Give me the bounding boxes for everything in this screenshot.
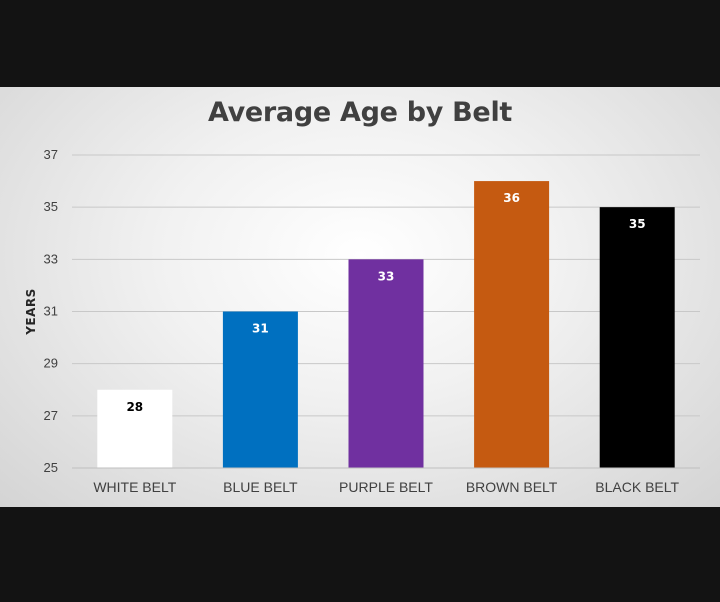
y-tick-label: 27 [44, 408, 58, 423]
bar-blue-belt [222, 311, 298, 468]
data-label: 36 [503, 191, 520, 205]
data-labels: 28 31 33 36 35 [126, 191, 645, 414]
x-category-label: PURPLE BELT [339, 479, 433, 495]
x-category-label: WHITE BELT [93, 479, 176, 495]
data-label: 28 [126, 400, 143, 414]
data-label: 33 [378, 269, 395, 283]
data-label: 35 [629, 217, 646, 231]
bar-brown-belt [474, 181, 550, 469]
x-category-label: BLACK BELT [595, 479, 679, 495]
y-tick-label: 31 [44, 304, 58, 319]
y-tick-label: 37 [44, 147, 58, 162]
y-axis-ticks: 25 27 29 31 33 35 37 [44, 147, 58, 475]
y-tick-label: 35 [44, 199, 58, 214]
y-tick-label: 33 [44, 251, 58, 266]
y-tick-label: 25 [44, 460, 58, 475]
x-axis-categories: WHITE BELT BLUE BELT PURPLE BELT BROWN BELT… [93, 479, 679, 495]
bar-purple-belt [348, 259, 424, 468]
data-label: 31 [252, 322, 269, 336]
chart-title: Average Age by Belt [207, 97, 513, 128]
x-category-label: BROWN BELT [466, 479, 558, 495]
y-tick-label: 29 [44, 356, 58, 371]
bars [97, 181, 675, 469]
x-category-label: BLUE BELT [223, 479, 298, 495]
bar-black-belt [599, 207, 675, 468]
bar-white-belt [97, 389, 173, 468]
y-axis-label: YEARS [24, 288, 38, 336]
